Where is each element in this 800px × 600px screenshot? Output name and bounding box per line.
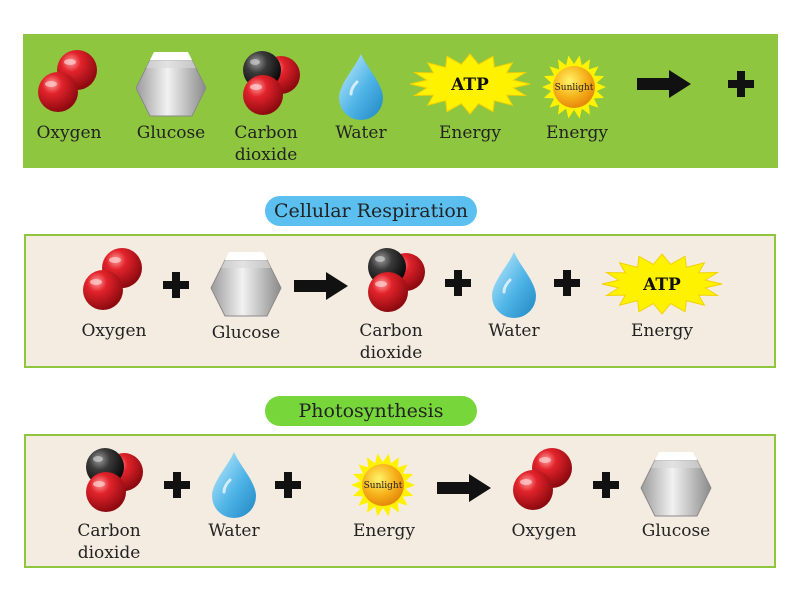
plus-icon (275, 472, 301, 498)
legend-label-co2-line2: dioxide (234, 145, 298, 165)
resp-label-co2-line2: dioxide (359, 343, 423, 363)
sunlight-icon: Sunlight (542, 55, 606, 119)
resp-label-energy: Energy (630, 321, 694, 341)
photosynthesis-panel: Carbon dioxide Water Sunlight Energy Oxy… (24, 434, 776, 568)
plus-icon (163, 272, 189, 298)
photo-label-glucose: Glucose (641, 521, 711, 541)
glucose-icon (640, 451, 712, 517)
plus-icon (445, 270, 471, 296)
atp-starburst-icon: ATP (409, 53, 531, 115)
plus-icon (164, 472, 190, 498)
cellular-respiration-title: Cellular Respiration (265, 196, 477, 226)
resp-label-co2-line1: Carbon (359, 321, 423, 341)
water-drop-icon (490, 250, 538, 320)
legend-label-co2-line1: Carbon (234, 123, 298, 143)
legend-label-sun-energy: Energy (545, 123, 609, 143)
carbon-dioxide-icon (368, 248, 425, 312)
oxygen-icon (38, 50, 97, 112)
legend-label-oxygen: Oxygen (36, 123, 102, 143)
cellular-respiration-panel: Oxygen Glucose Carbon dioxide Water ATP … (24, 234, 776, 368)
plus-icon (554, 270, 580, 296)
sunlight-icon: Sunlight (351, 453, 415, 517)
photo-sunlight-badge: Sunlight (364, 481, 403, 491)
carbon-dioxide-icon (86, 448, 143, 512)
arrow-icon (637, 70, 691, 98)
photo-label-co2-line2: dioxide (77, 543, 141, 563)
oxygen-icon (513, 448, 572, 510)
legend-label-water: Water (335, 123, 387, 143)
water-drop-icon (210, 450, 258, 520)
arrow-icon (294, 272, 348, 300)
resp-label-glucose: Glucose (211, 323, 281, 343)
photo-label-energy: Energy (352, 521, 416, 541)
carbon-dioxide-icon (243, 51, 300, 115)
photosynthesis-title: Photosynthesis (265, 396, 477, 426)
arrow-icon (437, 474, 491, 502)
legend-atp-badge: ATP (450, 75, 489, 95)
water-drop-icon (337, 52, 385, 122)
resp-atp-badge: ATP (642, 275, 681, 295)
oxygen-icon (83, 248, 142, 310)
legend-panel: Oxygen Glucose Carbon dioxide Water ATP … (23, 34, 778, 168)
photo-label-oxygen: Oxygen (511, 521, 577, 541)
legend-label-atp-energy: Energy (438, 123, 502, 143)
plus-icon (593, 472, 619, 498)
glucose-icon (210, 251, 282, 317)
photo-label-co2-line1: Carbon (77, 521, 141, 541)
atp-starburst-icon: ATP (601, 253, 723, 315)
plus-icon (728, 71, 754, 97)
legend-sunlight-badge: Sunlight (555, 83, 594, 93)
resp-label-water: Water (488, 321, 540, 341)
glucose-icon (135, 51, 207, 117)
resp-label-oxygen: Oxygen (81, 321, 147, 341)
photo-label-water: Water (208, 521, 260, 541)
legend-label-glucose: Glucose (136, 123, 206, 143)
